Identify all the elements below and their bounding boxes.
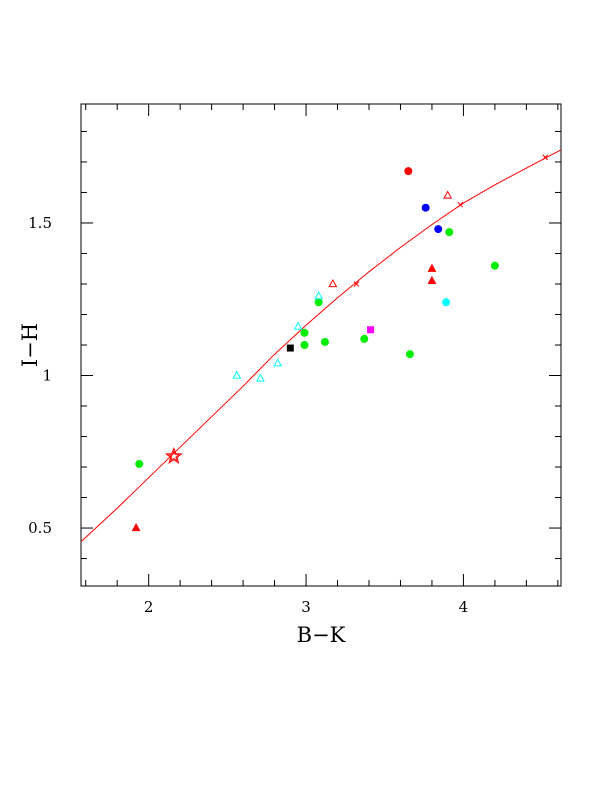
data-point-circle bbox=[490, 261, 499, 270]
data-point-triangle bbox=[232, 370, 242, 379]
axis-ticks bbox=[81, 104, 561, 586]
data-point-triangle bbox=[328, 278, 338, 288]
y-tick-label: 1 bbox=[42, 367, 52, 385]
data-point-triangle bbox=[131, 522, 141, 532]
tick-labels: 2 3 4 0.5 1 1.5 bbox=[28, 214, 468, 616]
data-point-triangle bbox=[273, 358, 283, 367]
y-tick-label: 0.5 bbox=[28, 519, 52, 537]
curve-line bbox=[80, 149, 562, 543]
data-point-circle bbox=[421, 203, 430, 212]
model-curve bbox=[80, 149, 562, 543]
data-point-triangle bbox=[427, 263, 437, 272]
data-point-circle bbox=[135, 459, 144, 468]
data-point-circle bbox=[300, 328, 309, 337]
data-points bbox=[131, 167, 499, 532]
curve-cross-marker bbox=[353, 281, 360, 287]
plot-frame bbox=[80, 103, 562, 587]
curve-cross-marker bbox=[542, 154, 549, 161]
data-point-circle bbox=[320, 337, 329, 346]
data-point-square bbox=[367, 326, 375, 334]
x-tick-label: 2 bbox=[144, 598, 154, 616]
data-point-circle bbox=[360, 334, 369, 343]
x-tick-label: 4 bbox=[459, 598, 469, 616]
data-point-circle bbox=[434, 225, 443, 234]
y-tick-label: 1.5 bbox=[28, 214, 52, 232]
y-axis-label: I−H bbox=[18, 323, 42, 367]
data-point-square bbox=[286, 344, 294, 352]
data-point-circle bbox=[442, 298, 451, 307]
x-tick-label: 3 bbox=[301, 598, 311, 616]
data-point-circle bbox=[314, 298, 323, 307]
data-point-triangle bbox=[314, 291, 324, 300]
reference-star-inner bbox=[168, 450, 180, 462]
data-point-circle bbox=[300, 341, 309, 349]
data-point-triangle bbox=[443, 190, 453, 199]
data-point-triangle bbox=[293, 321, 303, 330]
data-point-circle bbox=[405, 350, 414, 359]
x-axis-label: B−K bbox=[297, 623, 346, 647]
data-point-circle bbox=[404, 167, 413, 176]
data-point-triangle bbox=[427, 275, 437, 285]
data-point-triangle bbox=[255, 373, 265, 382]
curve-cross-marker bbox=[457, 201, 464, 208]
data-point-circle bbox=[445, 228, 454, 237]
reference-star-marker bbox=[164, 446, 183, 464]
